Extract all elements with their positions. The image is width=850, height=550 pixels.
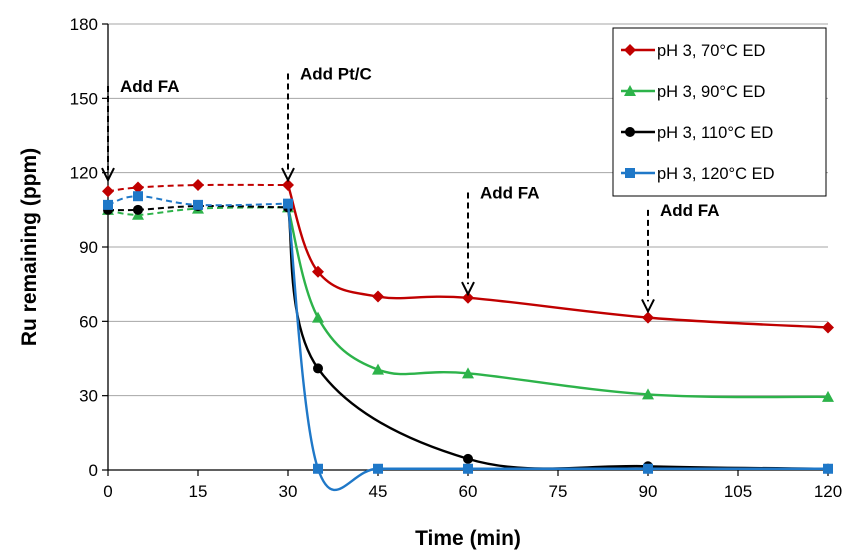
legend: pH 3, 70°C ED pH 3, 90°C ED pH 3, 110°C ED… — [612, 27, 827, 197]
data-point — [463, 453, 473, 464]
annotation-arrow-head — [101, 167, 115, 183]
annotation-arrow-head — [641, 298, 655, 314]
data-point — [282, 179, 294, 192]
x-axis-title: Time (min) — [415, 527, 521, 550]
axes: 0 30 60 90 120 150 180 0 15 30 45 60 75 90 105 120 — [70, 15, 843, 501]
data-point — [103, 199, 113, 210]
legend-label: pH 3, 90°C ED — [657, 83, 765, 101]
legend-marker — [624, 44, 636, 56]
legend-entry-1: pH 3, 70°C ED — [621, 42, 765, 60]
data-point — [822, 321, 834, 334]
annotation-arrow-head — [281, 167, 295, 183]
data-point — [642, 311, 654, 324]
data-point — [312, 265, 324, 278]
annotation-4: Add FA — [641, 201, 720, 314]
data-point — [133, 191, 143, 202]
series-4 — [103, 191, 833, 492]
x-tick-label: 105 — [724, 482, 752, 501]
legend-marker — [624, 85, 636, 96]
x-tick-label: 45 — [369, 482, 388, 501]
series-line — [286, 207, 829, 399]
legend-entry-2: pH 3, 90°C ED — [621, 83, 765, 101]
series-lines — [102, 179, 834, 492]
x-tick-label: 60 — [459, 482, 478, 501]
x-tick-label: 90 — [639, 482, 658, 501]
data-point — [133, 204, 143, 215]
data-point — [192, 179, 204, 192]
data-point — [193, 199, 203, 210]
annotation-label: Add FA — [120, 77, 180, 96]
x-tick-label: 15 — [189, 482, 208, 501]
data-point — [102, 185, 114, 198]
annotation-label: Add Pt/C — [300, 65, 372, 84]
legend-marker — [625, 127, 635, 137]
annotations: Add FA Add Pt/C Add FA Add FA — [101, 65, 720, 314]
series-3 — [103, 201, 833, 474]
series-line-dashed — [107, 183, 289, 193]
data-point — [463, 463, 473, 474]
data-point — [462, 367, 474, 379]
data-point — [283, 198, 293, 209]
data-point — [312, 311, 324, 323]
data-point — [642, 388, 654, 400]
y-tick-label: 60 — [79, 312, 98, 331]
x-tick-label: 120 — [814, 482, 842, 501]
annotation-1: Add FA — [101, 77, 180, 183]
series-1 — [102, 179, 834, 334]
data-point — [313, 363, 323, 374]
annotation-label: Add FA — [480, 183, 540, 202]
y-tick-label: 150 — [70, 89, 98, 108]
y-tick-label: 30 — [79, 387, 98, 406]
annotation-2: Add Pt/C — [281, 65, 372, 183]
annotation-3: Add FA — [461, 183, 540, 297]
data-point — [313, 463, 323, 474]
data-point — [822, 390, 834, 402]
series-line-dashed — [107, 195, 289, 207]
legend-label: pH 3, 120°C ED — [657, 165, 775, 183]
data-point — [372, 290, 384, 303]
data-point — [643, 463, 653, 474]
x-tick-label: 0 — [103, 482, 112, 501]
series-line — [286, 184, 829, 329]
y-tick-label: 180 — [70, 15, 98, 34]
legend-entry-3: pH 3, 110°C ED — [621, 124, 773, 142]
data-point — [373, 463, 383, 474]
y-tick-label: 90 — [79, 238, 98, 257]
annotation-label: Add FA — [660, 201, 720, 220]
legend-entry-4: pH 3, 120°C ED — [621, 165, 775, 183]
data-point — [372, 363, 384, 375]
legend-label: pH 3, 70°C ED — [657, 42, 765, 60]
data-point — [462, 291, 474, 304]
legend-marker — [625, 168, 635, 178]
series-line — [286, 203, 828, 492]
x-tick-label: 75 — [549, 482, 568, 501]
y-tick-label: 0 — [89, 461, 98, 480]
x-tick-label: 30 — [279, 482, 298, 501]
series-line-dashed — [107, 205, 289, 212]
annotation-arrow-head — [461, 281, 475, 297]
series-line-dashed — [107, 206, 289, 216]
legend-label: pH 3, 110°C ED — [657, 124, 773, 142]
y-axis-title: Ru remaining (ppm) — [18, 148, 41, 346]
legend-box — [612, 27, 827, 197]
y-tick-label: 120 — [70, 164, 98, 183]
data-point — [132, 181, 144, 194]
data-point — [823, 463, 833, 474]
